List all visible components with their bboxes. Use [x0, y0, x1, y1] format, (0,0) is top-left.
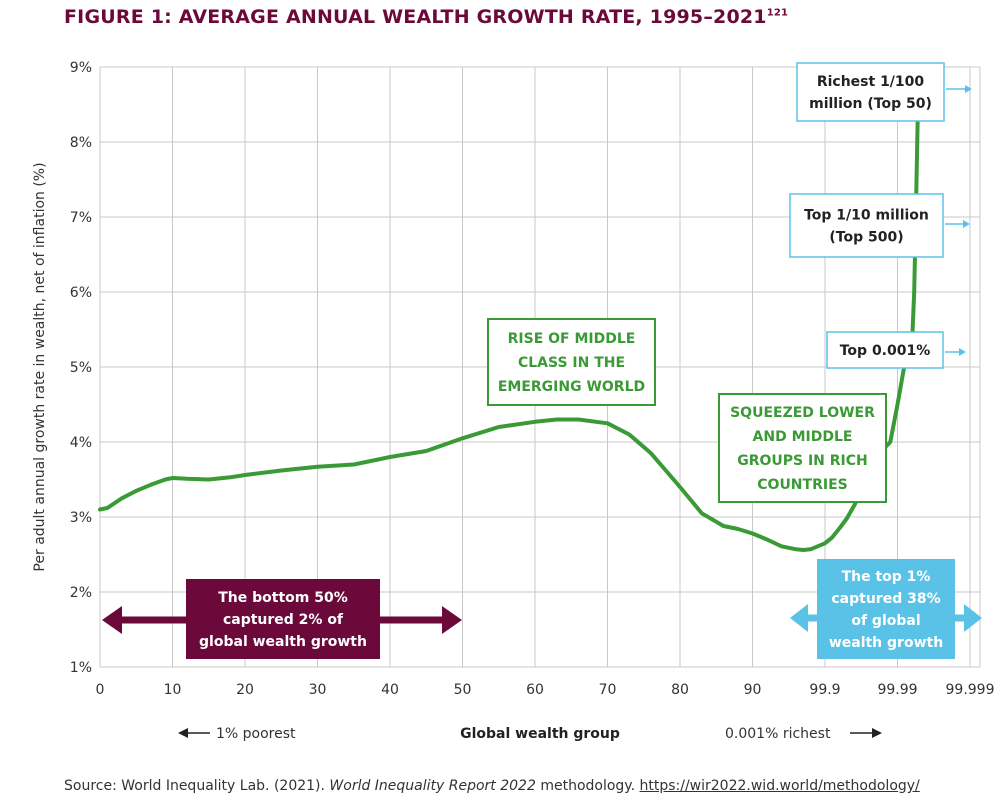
bottom-50-arrowhead-left — [102, 606, 122, 634]
x-tick-label: 40 — [381, 682, 399, 698]
squeezed-annotation-text: GROUPS IN RICH — [737, 453, 868, 469]
x-tick-label: 99.99 — [877, 682, 917, 698]
bottom-50-annotation-box — [186, 579, 380, 659]
top-1-arrowhead-left — [790, 604, 808, 632]
callout-top-500-text: (Top 500) — [829, 230, 903, 246]
callout-top-50-pointer-head — [965, 85, 972, 93]
x-tick-label: 30 — [309, 682, 327, 698]
bottom-50-annotation-text: captured 2% of — [223, 612, 344, 628]
callout-top-50-text: million (Top 50) — [809, 96, 932, 112]
bottom-50-annotation-text: The bottom 50% — [218, 590, 348, 606]
y-tick-label: 4% — [70, 435, 92, 451]
right-note-arrowhead — [872, 728, 882, 738]
callout-top-500-pointer-head — [963, 220, 970, 228]
wealth-growth-chart: 1% 2% 3% 4% 5% 6% 7% 8% 9% 0 10 20 30 40 50 60 70 80 90 99.… — [32, 60, 995, 742]
middle-class-annotation-text: EMERGING WORLD — [498, 379, 645, 395]
middle-class-annotation-text: CLASS IN THE — [518, 355, 625, 371]
middle-class-annotation-box — [487, 318, 656, 406]
y-tick-label: 6% — [70, 285, 92, 301]
chart-title: FIGURE 1: AVERAGE ANNUAL WEALTH GROWTH R… — [64, 6, 789, 28]
callout-top-50-box — [796, 62, 945, 122]
y-tick-label: 2% — [70, 585, 92, 601]
methodology-link[interactable]: https://wir2022.wid.world/methodology/ — [639, 778, 920, 794]
x-tick-label: 10 — [164, 682, 182, 698]
callout-top-500-text: Top 1/10 million — [804, 208, 929, 224]
x-right-note: 0.001% richest — [725, 726, 831, 742]
x-tick-label: 80 — [671, 682, 689, 698]
middle-class-annotation-text: RISE OF MIDDLE — [508, 331, 636, 347]
x-tick-label: 99.999 — [946, 682, 995, 698]
top-1-annotation-text: of global — [851, 613, 920, 629]
squeezed-annotation-text: AND MIDDLE — [753, 429, 853, 445]
x-tick-label: 50 — [454, 682, 472, 698]
top-1-arrowhead-right — [964, 604, 982, 632]
left-note-arrowhead — [178, 728, 188, 738]
source-note: Source: World Inequality Lab. (2021). Wo… — [64, 778, 920, 794]
callout-top-0001-text: Top 0.001% — [840, 343, 931, 359]
x-left-note: 1% poorest — [216, 726, 296, 742]
squeezed-annotation-box — [718, 393, 887, 503]
callout-top-50-text: Richest 1/100 — [817, 74, 925, 90]
top-1-annotation-text: The top 1% — [842, 569, 931, 585]
top-1-annotation-box — [817, 559, 955, 659]
x-axis-label: Global wealth group — [460, 726, 620, 742]
callout-top-0001-box — [826, 331, 944, 369]
y-tick-label: 7% — [70, 210, 92, 226]
y-tick-label: 3% — [70, 510, 92, 526]
callout-top-0001-pointer-head — [959, 348, 966, 356]
y-tick-label: 5% — [70, 360, 92, 376]
x-tick-label: 99.9 — [809, 682, 840, 698]
x-tick-label: 60 — [526, 682, 544, 698]
bottom-50-arrowhead-right — [442, 606, 462, 634]
top-1-annotation-text: wealth growth — [829, 635, 943, 651]
x-tick-label: 0 — [96, 682, 105, 698]
top-1-annotation-text: captured 38% — [831, 591, 940, 607]
x-tick-label: 70 — [599, 682, 617, 698]
x-tick-label: 20 — [236, 682, 254, 698]
squeezed-annotation-text: SQUEEZED LOWER — [730, 405, 875, 421]
y-axis-label: Per adult annual growth rate in wealth, … — [32, 162, 48, 571]
x-tick-label: 90 — [744, 682, 762, 698]
bottom-50-annotation-text: global wealth growth — [199, 634, 367, 650]
callout-top-500-box — [789, 193, 944, 258]
y-tick-label: 8% — [70, 135, 92, 151]
squeezed-annotation-text: COUNTRIES — [757, 477, 847, 493]
y-tick-label: 9% — [70, 60, 92, 76]
y-tick-label: 1% — [70, 660, 92, 676]
